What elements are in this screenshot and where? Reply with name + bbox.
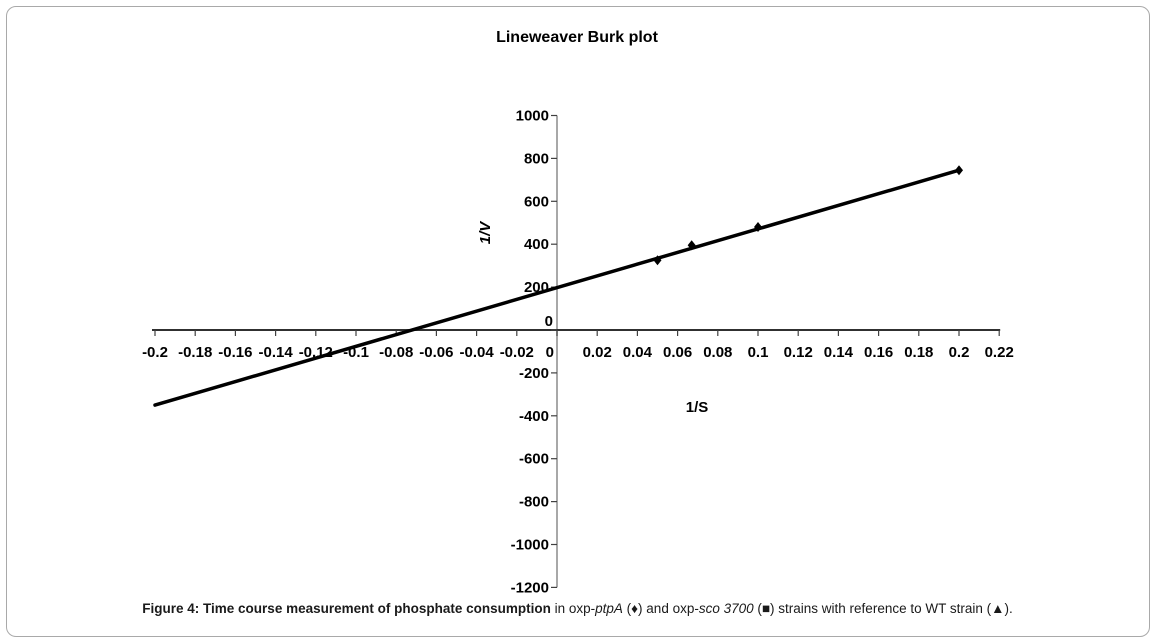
caption-segment: (♦) and oxp- bbox=[622, 601, 699, 616]
y-tick-label: -200 bbox=[519, 365, 549, 382]
x-tick-label: 0 bbox=[546, 344, 554, 361]
data-point-marker bbox=[653, 255, 662, 266]
figure-caption-text: Figure 4: Time course measurement of pho… bbox=[142, 601, 1012, 616]
x-tick-label: -0.14 bbox=[258, 344, 293, 361]
y-tick-label: -800 bbox=[519, 494, 549, 511]
x-tick-label: 0.12 bbox=[784, 344, 813, 361]
x-tick-label: -0.02 bbox=[500, 344, 534, 361]
x-tick-label: -0.04 bbox=[459, 344, 494, 361]
y-tick-label: 1000 bbox=[516, 108, 549, 125]
y-tick-label: 600 bbox=[524, 193, 549, 210]
y-tick-label: 800 bbox=[524, 150, 549, 167]
x-tick-label: 0.22 bbox=[985, 344, 1014, 361]
caption-segment: Figure 4: Time course measurement of pho… bbox=[142, 601, 551, 616]
y-tick-label: 400 bbox=[524, 236, 549, 253]
caption-segment: sco 3700 bbox=[698, 601, 754, 616]
caption-segment: (■) strains with reference to WT strain … bbox=[753, 601, 1013, 616]
y-tick-label: 0 bbox=[545, 313, 553, 330]
x-tick-label: 0.06 bbox=[663, 344, 692, 361]
y-tick-label: -1000 bbox=[511, 537, 549, 554]
y-tick-label: -400 bbox=[519, 408, 549, 425]
y-tick-label: -600 bbox=[519, 451, 549, 468]
trend-line bbox=[153, 168, 961, 407]
x-tick-label: 0.04 bbox=[623, 344, 653, 361]
caption-segment: ptpA bbox=[595, 601, 623, 616]
data-point-marker bbox=[955, 165, 963, 176]
chart-title: Lineweaver Burk plot bbox=[496, 29, 658, 46]
x-tick-label: -0.08 bbox=[379, 344, 413, 361]
caption-segment: in oxp- bbox=[550, 601, 596, 616]
y-axis-title: 1/V bbox=[477, 220, 494, 245]
y-tick-label: -1200 bbox=[511, 579, 549, 596]
x-tick-label: 0.1 bbox=[748, 344, 769, 361]
data-point-marker bbox=[687, 240, 696, 251]
x-tick-label: 0.14 bbox=[824, 344, 854, 361]
x-tick-label: 0.16 bbox=[864, 344, 893, 361]
x-tick-label: 0.02 bbox=[583, 344, 612, 361]
x-tick-label: 0.08 bbox=[703, 344, 732, 361]
x-tick-label: -0.2 bbox=[142, 344, 168, 361]
x-tick-label: 0.18 bbox=[904, 344, 933, 361]
x-tick-label: -0.06 bbox=[419, 344, 453, 361]
data-point-marker bbox=[754, 222, 762, 233]
figure-caption: Figure 4: Time course measurement of pho… bbox=[0, 601, 1155, 616]
x-tick-label: -0.16 bbox=[218, 344, 252, 361]
x-axis-title: 1/S bbox=[686, 399, 709, 416]
figure-card: Lineweaver Burk plot bbox=[6, 6, 1150, 637]
x-tick-label: -0.18 bbox=[178, 344, 212, 361]
x-tick-label: 0.2 bbox=[949, 344, 970, 361]
